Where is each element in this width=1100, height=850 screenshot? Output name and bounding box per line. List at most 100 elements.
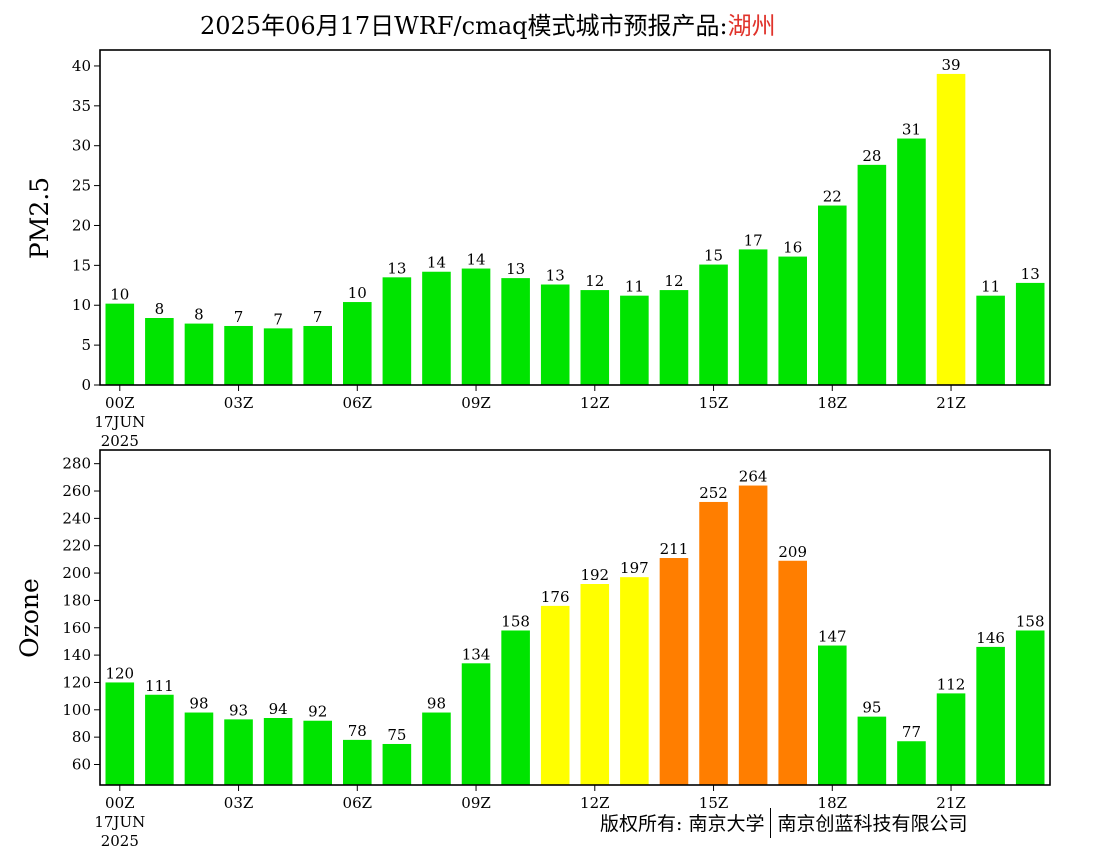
y-tick-label: 100 [62,701,91,719]
y-tick-label: 140 [62,646,91,664]
bar-16Z [738,249,768,385]
chart-title: 2025年06月17日WRF/cmaq模式城市预报产品:湖州 [0,6,1100,41]
bar-label-13Z: 197 [620,559,649,577]
x-tick-label: 18Z [818,794,848,812]
bar-label-09Z: 134 [462,645,491,663]
bar-12Z [580,290,610,385]
x-tick-label: 06Z [343,394,373,412]
bar-16Z [738,485,768,785]
y-tick-label: 240 [62,509,91,527]
bar-17Z [778,256,807,385]
plot-frame [99,449,1051,786]
x-tick-label: 06Z [343,794,373,812]
y-tick-label: 160 [62,619,91,637]
bar-label-23Z: 13 [1021,265,1040,283]
bar-15Z [699,501,728,785]
bar-08Z [422,271,451,385]
bar-04Z [263,718,293,785]
bar-09Z [461,663,491,785]
plot-frame [99,49,1051,386]
x-tick-label: 09Z [461,394,491,412]
bar-07Z [382,743,412,785]
bar-19Z [857,164,887,385]
x-tick-label: 09Z [461,794,491,812]
bar-label-01Z: 111 [145,677,174,695]
credits-left: 版权所有: 南京大学 [600,813,765,835]
bar-label-20Z: 77 [902,723,921,741]
bar-label-18Z: 147 [818,628,847,646]
x-date-day: 17JUN [94,413,145,431]
x-date-year: 2025 [101,832,139,850]
bar-label-22Z: 146 [976,629,1005,647]
y-tick-label: 0 [81,376,91,394]
x-tick-label: 03Z [224,394,254,412]
bar-08Z [422,712,451,785]
x-tick-label: 00Z [105,794,135,812]
bar-00Z [105,303,135,385]
bar-label-03Z: 7 [234,308,244,326]
bar-22Z [976,295,1005,385]
bar-17Z [778,560,807,785]
bar-23Z [1015,630,1045,785]
x-tick-label: 12Z [580,394,610,412]
x-tick-label: 03Z [224,794,254,812]
bar-18Z [818,205,847,385]
bar-label-07Z: 75 [387,726,406,744]
y-tick-label: 5 [81,336,91,354]
bar-12Z [580,584,610,785]
bar-label-10Z: 13 [506,260,525,278]
title-text: 2025年06月17日WRF/cmaq模式城市预报产品:湖州 [200,6,776,41]
bar-14Z [659,558,689,785]
y-tick-label: 30 [72,137,91,155]
bar-00Z [105,682,135,785]
title-prefix: 2025年06月17日WRF/cmaq模式城市预报产品: [200,12,728,40]
bar-label-06Z: 78 [348,722,367,740]
bar-04Z [263,328,293,385]
y-tick-label: 60 [72,755,91,773]
bar-label-21Z: 39 [941,56,960,74]
bar-label-18Z: 22 [823,188,842,206]
bar-label-13Z: 11 [625,278,644,296]
bar-label-00Z: 10 [110,286,129,304]
bar-21Z [936,73,966,385]
bar-label-06Z: 10 [348,284,367,302]
x-tick-label: 15Z [699,794,729,812]
bar-label-07Z: 13 [387,259,406,277]
bar-label-16Z: 17 [744,231,763,249]
bar-label-05Z: 92 [308,703,327,721]
y-tick-label: 20 [72,216,91,234]
bar-14Z [659,290,689,385]
bar-label-02Z: 98 [189,695,208,713]
bar-label-08Z: 14 [427,254,446,272]
bar-10Z [501,630,530,785]
bar-label-17Z: 209 [778,543,807,561]
bar-20Z [897,741,926,785]
bar-11Z [540,284,570,385]
bar-03Z [224,325,253,385]
bar-18Z [818,645,847,785]
bar-label-19Z: 28 [862,147,881,165]
y-tick-label: 200 [62,564,91,582]
x-tick-label: 15Z [699,394,729,412]
bar-label-11Z: 13 [546,267,565,285]
y-tick-label: 15 [72,256,91,274]
bar-label-02Z: 8 [194,306,204,324]
bar-label-23Z: 158 [1016,612,1045,630]
bar-label-05Z: 7 [313,308,323,326]
y-tick-label: 25 [72,177,91,195]
bar-01Z [145,694,174,785]
bar-label-00Z: 120 [105,664,134,682]
x-tick-label: 18Z [818,394,848,412]
bar-label-09Z: 14 [466,251,485,269]
bar-label-12Z: 12 [585,272,604,290]
bar-02Z [184,323,214,385]
bar-label-11Z: 176 [541,588,570,606]
bar-06Z [343,302,372,385]
title-city: 湖州 [727,12,776,40]
x-date-day: 17JUN [94,813,145,831]
copyright-credits: 版权所有: 南京大学 南京创蓝科技有限公司 [600,808,967,838]
x-tick-label: 12Z [580,794,610,812]
bar-13Z [620,577,649,785]
y-tick-label: 40 [72,57,91,75]
